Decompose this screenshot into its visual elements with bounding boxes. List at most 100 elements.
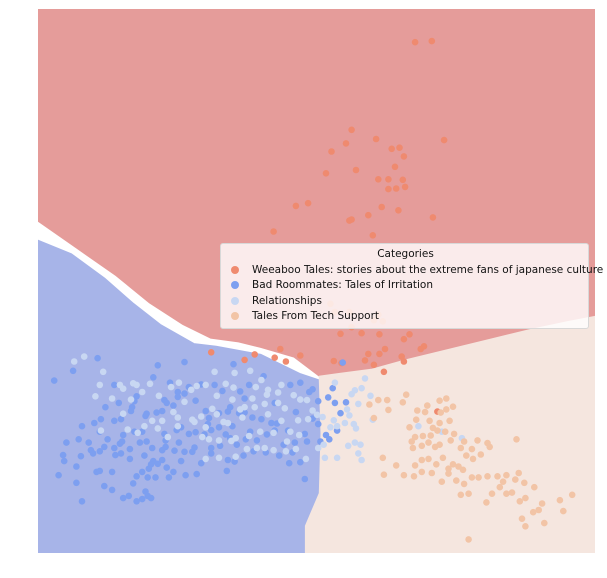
data-point xyxy=(249,395,256,402)
data-point xyxy=(410,473,418,480)
legend: Categories Weeaboo Tales: stories about … xyxy=(220,243,603,329)
data-point xyxy=(91,419,98,427)
data-point xyxy=(246,367,254,375)
data-point xyxy=(158,456,166,464)
data-point xyxy=(486,443,494,451)
data-point xyxy=(154,460,162,468)
data-point xyxy=(230,360,237,368)
data-point xyxy=(144,474,151,481)
data-point xyxy=(112,451,119,459)
data-point xyxy=(213,411,221,418)
data-point xyxy=(252,383,260,391)
data-point xyxy=(324,394,332,401)
data-point xyxy=(226,403,234,411)
data-point xyxy=(465,536,472,543)
data-point xyxy=(445,465,452,473)
data-point xyxy=(143,438,150,445)
data-point xyxy=(274,399,282,407)
data-point xyxy=(343,406,351,413)
data-point xyxy=(415,422,422,430)
data-point xyxy=(459,466,467,474)
data-point xyxy=(538,500,546,507)
data-point xyxy=(427,432,435,439)
data-point xyxy=(313,411,321,419)
data-point xyxy=(395,207,402,214)
data-point xyxy=(290,391,298,399)
data-point xyxy=(170,468,177,476)
data-point xyxy=(529,508,537,516)
data-point xyxy=(80,353,88,360)
data-point xyxy=(127,396,135,403)
data-point xyxy=(304,199,312,207)
data-point xyxy=(367,392,374,400)
data-point xyxy=(499,478,507,486)
data-point xyxy=(411,38,419,46)
data-point xyxy=(327,424,334,431)
data-point xyxy=(414,407,421,414)
data-point xyxy=(181,358,188,366)
data-point xyxy=(192,397,199,405)
data-point xyxy=(119,494,127,502)
data-point xyxy=(146,380,154,388)
data-point xyxy=(436,419,443,427)
data-point xyxy=(243,445,251,453)
data-point xyxy=(376,350,383,358)
data-point xyxy=(148,444,156,452)
data-point xyxy=(322,170,330,177)
data-point xyxy=(202,455,209,463)
data-point xyxy=(314,397,322,405)
data-point xyxy=(385,406,392,414)
data-point xyxy=(202,381,209,389)
data-point xyxy=(202,424,209,431)
data-point xyxy=(283,438,291,445)
data-point xyxy=(223,467,231,475)
data-point xyxy=(304,415,312,423)
legend-item-weeaboo-tales: Weeaboo Tales: stories about the extreme… xyxy=(229,262,603,278)
data-point xyxy=(278,417,285,425)
data-point xyxy=(400,358,408,365)
data-point xyxy=(503,490,510,498)
data-point xyxy=(119,410,127,418)
data-point xyxy=(292,445,300,453)
data-point xyxy=(463,452,470,459)
data-point xyxy=(177,457,185,465)
data-point xyxy=(158,417,166,425)
data-point xyxy=(337,330,344,338)
data-point xyxy=(351,387,359,394)
data-point xyxy=(352,425,360,432)
data-point xyxy=(337,409,344,417)
data-point xyxy=(258,415,265,423)
data-point xyxy=(199,433,206,441)
data-point xyxy=(111,381,118,389)
data-point xyxy=(258,376,265,384)
data-point xyxy=(150,374,157,381)
data-point xyxy=(518,515,526,522)
data-point xyxy=(207,426,215,434)
data-point xyxy=(333,422,341,430)
data-point xyxy=(240,452,247,459)
data-point xyxy=(232,453,239,461)
data-point xyxy=(263,391,271,399)
data-point xyxy=(297,352,304,359)
data-point xyxy=(97,427,105,434)
data-point xyxy=(465,490,472,498)
data-point xyxy=(438,478,446,486)
data-point xyxy=(193,382,200,390)
data-point xyxy=(434,427,441,434)
data-point xyxy=(261,400,269,408)
data-point xyxy=(428,469,436,477)
data-point xyxy=(274,389,282,396)
data-point xyxy=(251,351,258,358)
data-point xyxy=(282,448,290,455)
data-point xyxy=(292,202,300,210)
legend-label: Bad Roommates: Tales of Irritation xyxy=(252,279,434,292)
data-point xyxy=(355,400,362,408)
data-point xyxy=(278,381,285,389)
data-point xyxy=(436,441,443,449)
data-point xyxy=(421,408,429,416)
data-point xyxy=(89,450,97,457)
data-point xyxy=(111,444,118,452)
data-point xyxy=(253,444,261,452)
data-point xyxy=(268,419,275,427)
